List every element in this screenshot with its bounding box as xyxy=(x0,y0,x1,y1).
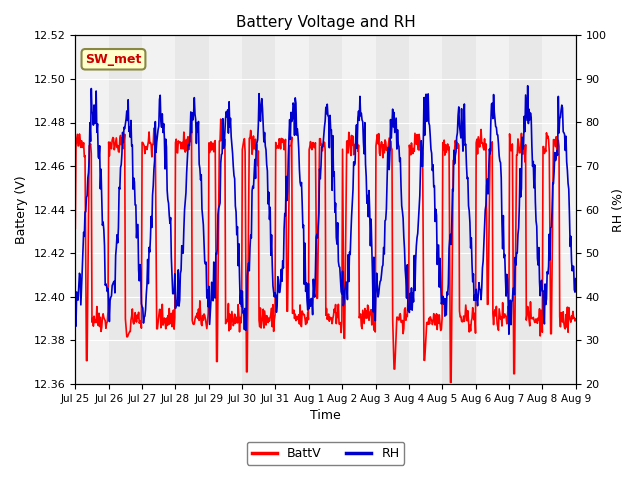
BattV xyxy=(447,380,454,385)
BattV xyxy=(572,316,580,322)
Line: RH: RH xyxy=(76,86,576,334)
BattV xyxy=(72,225,79,231)
RH xyxy=(72,293,79,299)
Bar xyxy=(275,36,309,384)
Title: Battery Voltage and RH: Battery Voltage and RH xyxy=(236,15,415,30)
BattV xyxy=(387,138,394,144)
Bar xyxy=(209,36,242,384)
RH xyxy=(401,246,408,252)
Bar xyxy=(342,36,376,384)
BattV xyxy=(183,148,191,154)
RH xyxy=(183,170,191,176)
Bar xyxy=(76,36,109,384)
BattV xyxy=(81,154,88,160)
Legend: BattV, RH: BattV, RH xyxy=(246,442,404,465)
RH xyxy=(524,83,532,89)
X-axis label: Time: Time xyxy=(310,409,341,422)
RH xyxy=(386,150,394,156)
RH xyxy=(572,276,580,281)
RH xyxy=(132,202,140,208)
Y-axis label: RH (%): RH (%) xyxy=(612,188,625,232)
BattV xyxy=(401,305,409,311)
RH xyxy=(81,234,88,240)
BattV xyxy=(209,141,217,147)
Bar xyxy=(542,36,576,384)
Line: BattV: BattV xyxy=(76,119,576,383)
BattV xyxy=(132,313,140,319)
RH xyxy=(505,331,513,337)
Text: SW_met: SW_met xyxy=(85,53,141,66)
Bar xyxy=(476,36,509,384)
BattV xyxy=(217,116,225,122)
Y-axis label: Battery (V): Battery (V) xyxy=(15,175,28,244)
Bar xyxy=(142,36,175,384)
RH xyxy=(209,298,217,304)
Bar xyxy=(409,36,442,384)
